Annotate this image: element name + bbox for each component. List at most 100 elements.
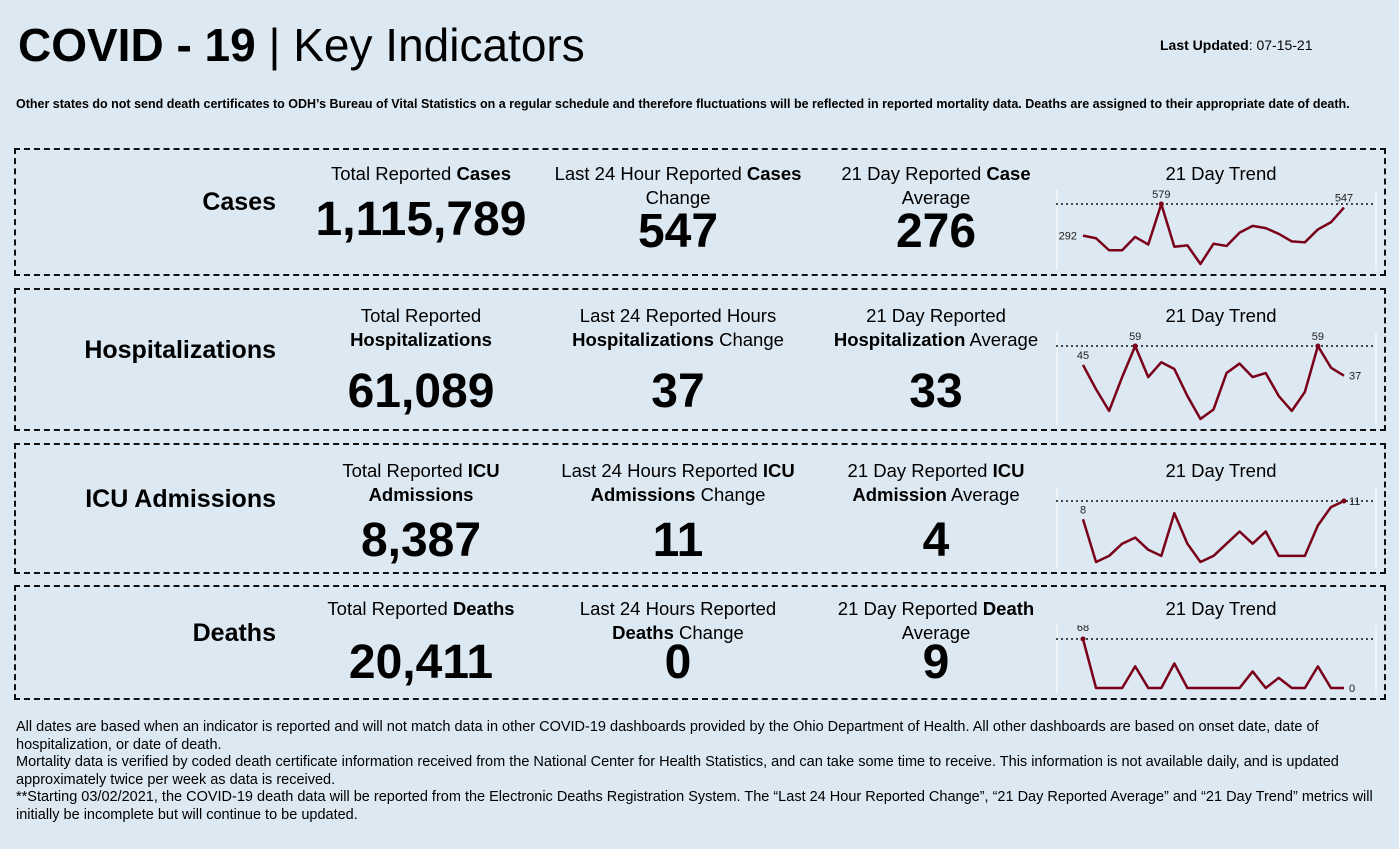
data-point [1158,201,1164,207]
trend-title: 21 Day Trend [1165,305,1277,326]
metric-header: Total Reported Hospitalizations [296,304,546,352]
footer-notes: All dates are based when an indicator is… [16,719,1388,824]
metric: 21 Day Reported Case Average 276 [811,162,1061,258]
metric-value: 37 [651,365,705,418]
trend-label: 59 [1312,332,1324,343]
metric-header-part: 21 Day Reported [866,305,1006,326]
trend-label: 547 [1335,193,1353,205]
panel-label: Hospitalizations [84,335,276,364]
metric-header-part: ICU Admissions [368,460,500,505]
data-point [1315,343,1321,349]
trend-label: 292 [1059,231,1077,243]
metric: Last 24 Hours Reported ICU Admissions Ch… [553,459,803,567]
metric-header-part: Average [946,484,1020,505]
trend-label: 0 [1349,683,1355,694]
metric-header-part: 21 Day Reported [847,460,993,481]
panel-label: ICU Admissions [85,484,276,513]
metric-header-part: Total Reported [360,305,482,326]
metric: Last 24 Reported Hours Hospitalizations … [553,304,803,418]
metric-header: 21 Day Reported Case Average [811,162,1061,210]
trend-title: 21 Day Trend [1165,460,1277,481]
metric-header-part: Deaths [452,598,515,619]
panel-hospitalizations: Hospitalizations Total Reported Hospitali… [14,288,1386,431]
trend: 21 Day Trend 8 11 [1056,459,1386,573]
trend-line [1081,344,1345,421]
metric-value: 276 [895,205,977,258]
metric-header-part: 21 Day Reported [837,598,983,619]
data-point [1341,498,1347,504]
mortality-note: Other states do not send death certifica… [16,97,1350,111]
footer-note: **Starting 03/02/2021, the COVID-19 deat… [16,789,1373,823]
data-point [1080,636,1086,642]
trend-label: 8 [1080,504,1086,516]
trend-label: 11 [1349,496,1360,508]
metric-header-part: Total Reported [342,460,468,481]
metric-header: Total Reported ICU Admissions [296,459,546,507]
metric-value: 1,115,789 [315,193,527,246]
metric: Total Reported Hospitalizations 61,089 [296,304,546,418]
trend-sparkline: 292 579 547 [1056,189,1377,270]
footer-note: Mortality data is verified by coded deat… [16,754,1339,788]
title-bold: COVID - 19 [18,19,256,71]
trend-line [1081,638,1344,690]
metric: 21 Day Reported Death Average 9 [811,597,1061,689]
metric-header-part: Change [695,484,766,505]
metric-header: 21 Day Reported Hospitalization Average [811,304,1061,352]
last-updated-value: : 07-15-21 [1248,37,1313,53]
trend: 21 Day Trend 45 59 59 37 [1056,304,1386,430]
page-title: COVID - 19 | Key Indicators [18,18,585,72]
trend-label: 68 [1077,625,1089,634]
metric-header-part: Average [901,622,971,643]
metric-header-part: Last 24 Reported Hours [579,305,777,326]
metric-value: 547 [637,205,719,258]
metric-header-part: ICU Admission [852,460,1025,505]
trend-title: 21 Day Trend [1165,163,1277,184]
metric: Last 24 Hour Reported Cases Change 547 [553,162,803,258]
metric-header-part: Average [965,329,1039,350]
metric-header: Last 24 Hours Reported Deaths Change [553,597,803,645]
metric-header: 21 Day Reported ICU Admission Average [811,459,1061,507]
metric-header-part: Change [645,187,711,208]
metric-header-part: Cases [456,163,511,184]
metric-header-part: Deaths [612,622,674,643]
footer-note: All dates are based when an indicator is… [16,719,1319,753]
metric-header: 21 Day Reported Death Average [811,597,1061,645]
metric-header-part: Last 24 Hours Reported [561,460,763,481]
trend-label: 579 [1152,190,1170,201]
metric-header-part: Last 24 Hour Reported [554,163,747,184]
metric-header: Last 24 Reported Hours Hospitalizations … [553,304,803,352]
trend-line [1082,202,1345,266]
metric-header-part: Hospitalization [833,329,966,350]
metric-value: 8,387 [360,514,482,567]
trend-sparkline: 68 0 [1056,622,1377,695]
metric-header-part: Total Reported [327,598,453,619]
metric-header-part: Average [901,187,971,208]
metric-value: 9 [922,636,950,689]
metric-header-part: Change [673,622,744,643]
title-rest: Key Indicators [293,19,585,71]
trend-label: 37 [1349,371,1361,383]
metric-value: 11 [652,514,704,567]
metric-value: 4 [922,514,950,567]
panel-icu-admissions: ICU Admissions Total Reported ICU Admissi… [14,443,1386,574]
metric: Total Reported Cases 1,115,789 [296,162,546,246]
trend: 21 Day Trend 68 0 [1056,597,1386,699]
metric-header-part: Hospitalizations [572,329,714,350]
metric-header-part: ICU Admissions [590,460,795,505]
metric-header: Last 24 Hour Reported Cases Change [553,162,803,210]
metric-header: Last 24 Hours Reported ICU Admissions Ch… [553,459,803,507]
data-point [1132,343,1138,349]
panel-cases: Cases Total Reported Cases 1,115,789 Last 2… [14,148,1386,276]
trend-title: 21 Day Trend [1165,598,1277,619]
metric-header-part: Case [986,163,1031,184]
trend: 21 Day Trend 292 579 547 [1056,162,1386,275]
metric-header-part: Death [982,598,1035,619]
last-updated: Last Updated: 07-15-21 [1160,37,1313,53]
title-separator: | [255,19,294,71]
metric-header: Total Reported Deaths [296,597,546,621]
metric-header-part: Cases [746,163,802,184]
metric-header-part: Total Reported [331,163,457,184]
panel-label: Cases [202,188,276,216]
metric-value: 61,089 [347,365,495,418]
